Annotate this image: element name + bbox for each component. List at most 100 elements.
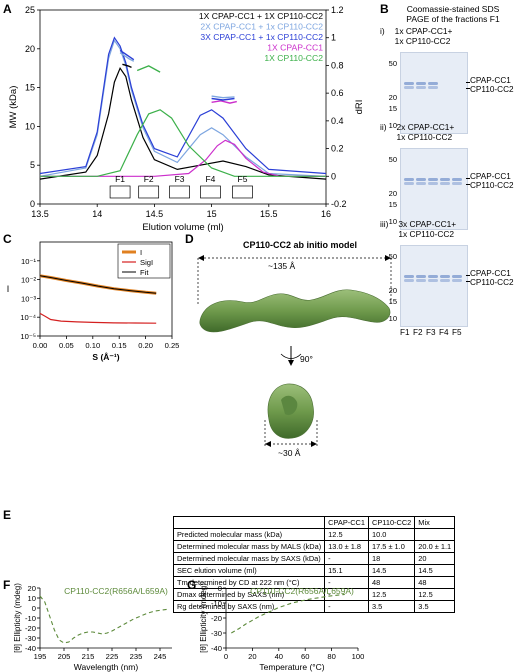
row-label-cell: Determined molecular mass by MALS (kDa) <box>172 540 326 553</box>
series-line <box>40 109 326 177</box>
band-pointer <box>466 184 470 185</box>
y-tick-label: -10 <box>211 599 222 608</box>
row-label-cell: Determined molecular mass by SAXS (kDa) <box>172 552 326 565</box>
chart-title: CP110-CC2(R656A/L659A) <box>250 586 354 596</box>
value-cell: 3.5 <box>367 600 416 613</box>
x-tick-label: 14.5 <box>146 209 164 219</box>
gel-header: i) 1x CPAP-CC1+ 1x CP110-CC2 <box>380 26 520 46</box>
x-tick-label: 245 <box>154 652 167 661</box>
band-pointer <box>466 275 470 276</box>
gel-band <box>404 275 414 278</box>
panel-label-c: C <box>3 232 12 246</box>
gel-condition-line1: 2x CPAP-CC1+ <box>396 122 455 132</box>
x-tick-label: 235 <box>130 652 143 661</box>
x-tick-label: 0.05 <box>59 341 74 350</box>
y-tick-label: -20 <box>211 614 222 623</box>
legend-entry: 2X CPAP-CC1 + 1x CP110-CC2 <box>200 22 323 32</box>
mw-marker-label: 10 <box>388 314 397 323</box>
fraction-box <box>109 185 131 199</box>
y2-tick-label: 0 <box>331 171 336 181</box>
value-cell: 12.5 <box>414 588 456 601</box>
band-pointer <box>466 178 470 179</box>
x-tick-label: 40 <box>275 652 283 661</box>
fraction-label: F2 <box>144 174 154 184</box>
y2-tick-label: -0.2 <box>331 199 347 209</box>
series-line <box>39 312 157 324</box>
x-tick-label: 0.15 <box>112 341 127 350</box>
gel-roman: i) <box>380 26 385 36</box>
mw-marker-label: 20 <box>388 93 397 102</box>
table-row: Tm determined by CD at 222 nm (°C) -48 48 <box>172 576 456 589</box>
fraction-box <box>169 185 190 199</box>
mw-segment <box>122 63 132 69</box>
panel-label-a: A <box>3 2 12 16</box>
x-tick-label: 15 <box>207 209 217 219</box>
x-tick-label: 0.20 <box>138 341 153 350</box>
lane-label: F1 <box>400 328 410 337</box>
fraction-box <box>138 185 160 199</box>
value-cell <box>414 528 456 541</box>
y2-axis-label: dRI <box>354 100 365 115</box>
model-side-view <box>199 289 391 333</box>
mw-segment <box>211 95 235 99</box>
y-tick-label: 10⁻³ <box>21 294 36 303</box>
gel-image <box>400 245 468 327</box>
y-tick-label: -20 <box>25 624 36 633</box>
y-axis-label: [θ] Ellipticity (mdeg) <box>13 583 22 653</box>
row-label-cell: SEC elution volume (ml) <box>172 564 326 577</box>
gel-band <box>440 275 450 278</box>
value-cell: 12.5 <box>324 528 369 541</box>
value-cell: CP110-CC2 <box>367 516 416 529</box>
table-row: Determined molecular mass by SAXS (kDa) -… <box>172 552 456 565</box>
gel-band <box>416 182 426 185</box>
x-tick-label: 60 <box>301 652 309 661</box>
value-cell: - <box>324 552 369 565</box>
gel-roman: iii) <box>380 219 389 229</box>
y-tick-label: 10 <box>25 121 35 131</box>
y2-tick-label: 1.2 <box>331 5 344 15</box>
gel-band <box>440 182 450 185</box>
y-tick-label: -30 <box>25 634 36 643</box>
plot-frame <box>39 9 327 205</box>
rotation-label: 90° <box>300 354 313 364</box>
gel-condition-line2: 1x CP110-CC2 <box>396 131 453 142</box>
gel-band <box>404 86 414 89</box>
gel-header: ii) 2x CPAP-CC1+ 1x CP110-CC2 <box>380 122 520 142</box>
value-cell: CPAP-CC1 <box>324 516 369 529</box>
gel-band <box>416 275 426 278</box>
value-cell: Mix <box>414 516 456 529</box>
table-header-row: CPAP-CC1 CP110-CC2 Mix <box>172 516 456 529</box>
panel-label-f: F <box>3 578 11 592</box>
value-cell: 14.5 <box>414 564 456 577</box>
mw-segment <box>211 100 237 104</box>
thermal-melt-chart: 0 20 40 60 80 100 -40 -30 -20 -10 0 Temperature (°C… <box>199 583 364 672</box>
x-axis-label: S (Å⁻¹) <box>92 352 119 362</box>
model-title: CP110-CC2 ab initio model <box>242 240 358 250</box>
legend-entry: Fit <box>140 268 149 277</box>
mw-marker-label: 20 <box>388 286 397 295</box>
mw-marker-label: 15 <box>388 104 397 113</box>
x-tick-label: 80 <box>327 652 335 661</box>
chart-title: CP110-CC2(R656A/L659A) <box>64 586 168 596</box>
gel-band <box>416 86 426 89</box>
gel-condition-line2: 1x CP110-CC2 <box>398 228 455 239</box>
series-line <box>39 275 157 294</box>
gel-band <box>404 82 414 85</box>
row-label-cell <box>172 516 326 529</box>
y-tick-label: 0 <box>218 584 222 593</box>
mw-marker-label: 10 <box>388 121 397 130</box>
fraction-label: F3 <box>175 174 185 184</box>
y-axis-label: I <box>7 284 10 294</box>
gel-band <box>452 178 462 181</box>
x-tick-label: 0.25 <box>165 341 180 350</box>
mw-marker-label: 15 <box>388 200 397 209</box>
gel-panel-title-line1: Coomassie-stained SDS <box>406 4 500 14</box>
row-label-cell: Predicted molecular mass (kDa) <box>172 528 326 541</box>
lane-label: F2 <box>413 328 423 337</box>
gel-band <box>452 279 462 282</box>
y2-tick-label: 0.8 <box>331 60 344 70</box>
x-tick-label: 14 <box>92 209 102 219</box>
value-cell: 14.5 <box>367 564 416 577</box>
y-tick-label: 15 <box>25 83 35 93</box>
